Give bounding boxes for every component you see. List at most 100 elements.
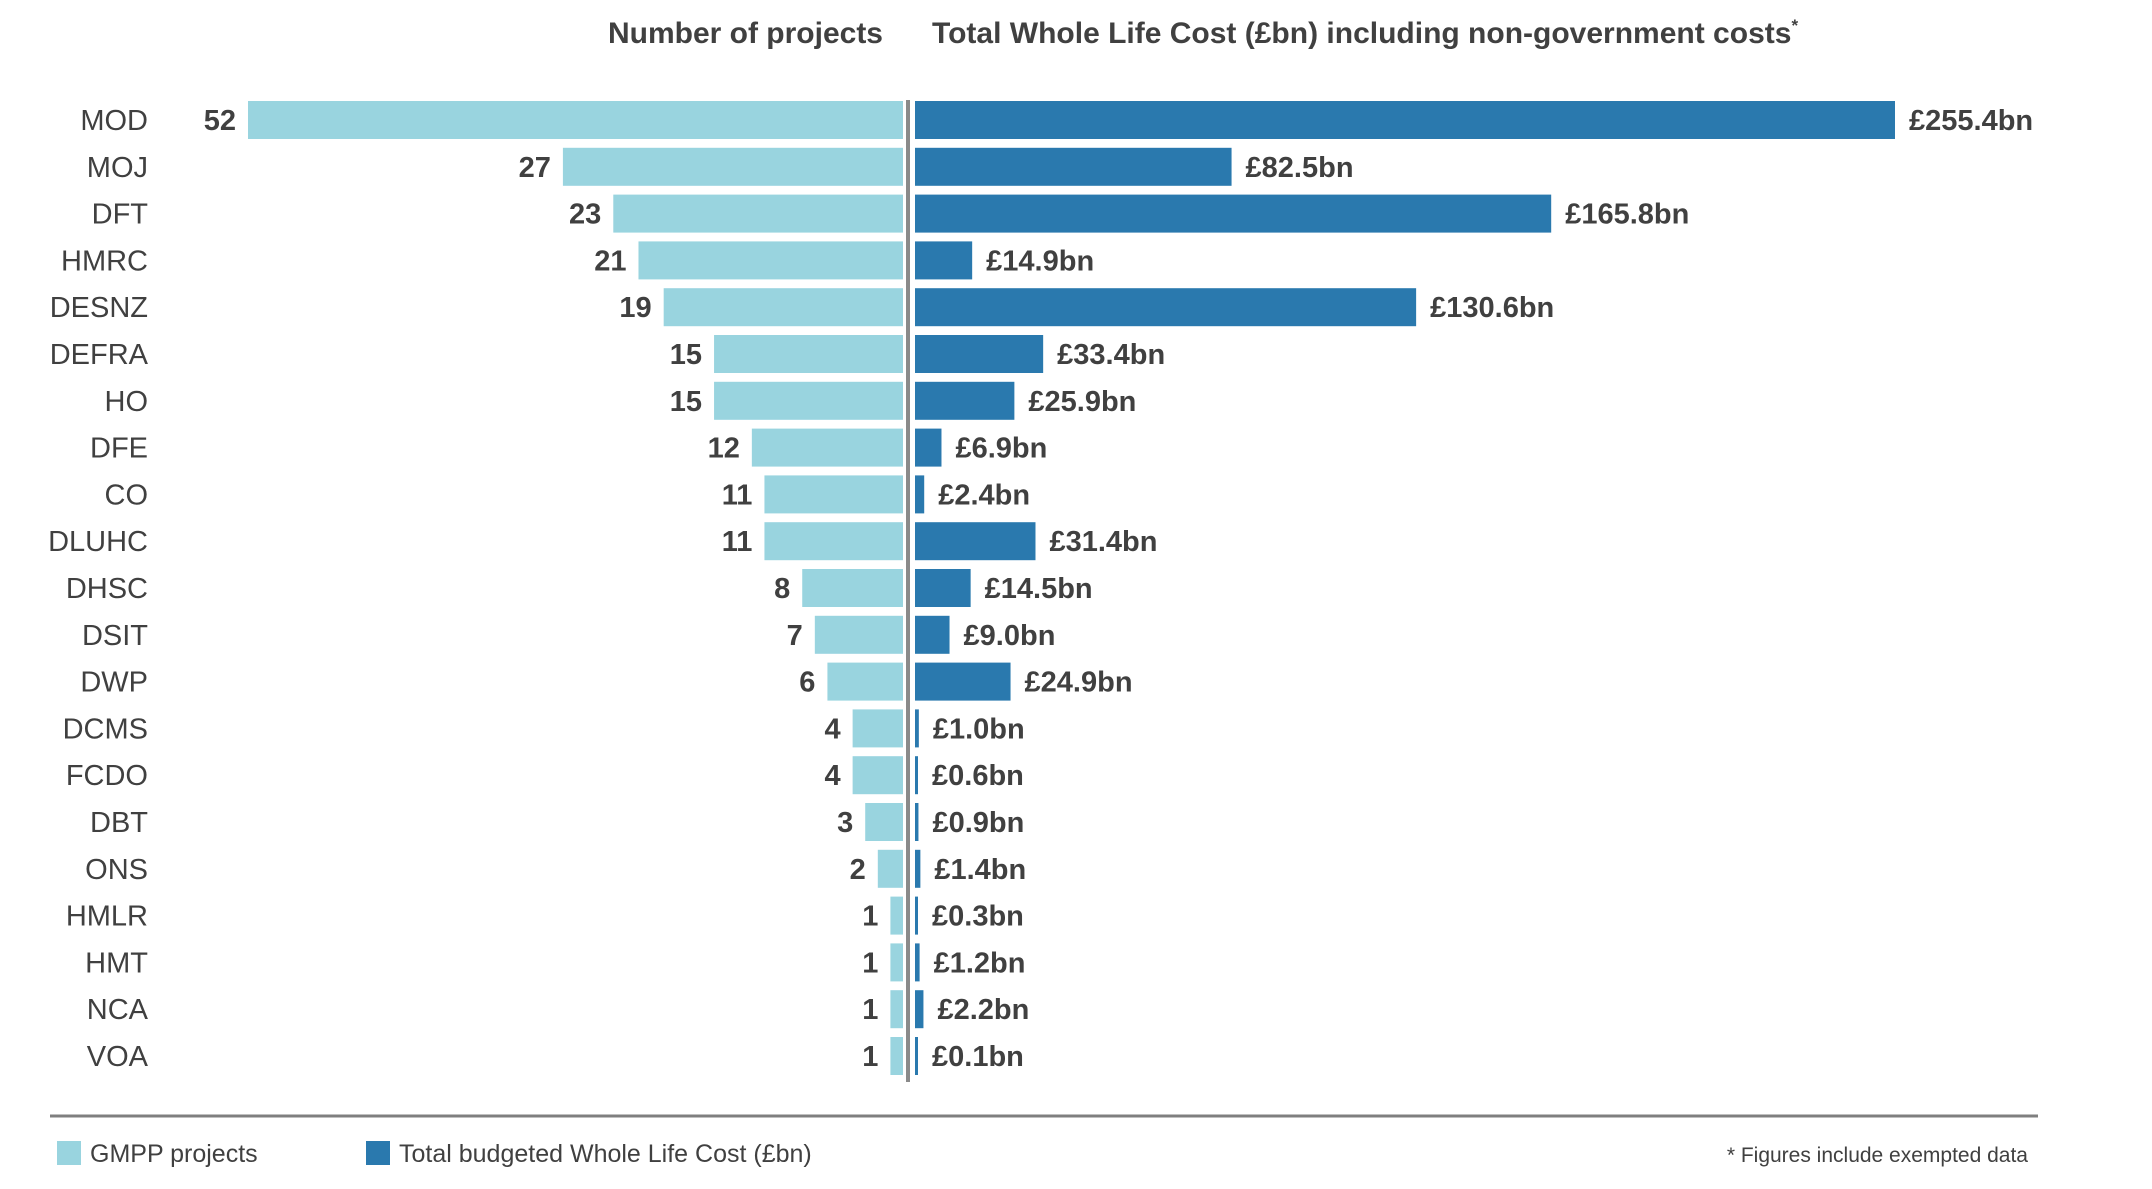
- projects-bar-dcms: [852, 709, 903, 748]
- category-label-co: CO: [105, 479, 149, 511]
- category-label-hmt: HMT: [85, 947, 148, 979]
- projects-label-nca: 1: [862, 994, 878, 1026]
- projects-label-dft: 23: [569, 199, 601, 231]
- category-label-moj: MOJ: [87, 152, 148, 184]
- cost-label-nca: £2.2bn: [937, 994, 1029, 1026]
- cost-bar-dft: [915, 194, 1552, 233]
- projects-bar-dsit: [814, 615, 903, 654]
- projects-bar-hmt: [890, 943, 903, 982]
- right-panel-header-marker: *: [1791, 16, 1798, 35]
- category-label-hmrc: HMRC: [61, 245, 148, 277]
- legend-label-whole-life-cost: Total budgeted Whole Life Cost (£bn): [399, 1140, 812, 1168]
- cost-label-dsit: £9.0bn: [964, 620, 1056, 652]
- projects-label-ho: 15: [670, 386, 702, 418]
- cost-label-hmt: £1.2bn: [934, 947, 1026, 979]
- category-label-fcdo: FCDO: [66, 760, 148, 792]
- projects-bar-moj: [562, 147, 903, 186]
- category-label-mod: MOD: [80, 105, 148, 137]
- cost-label-defra: £33.4bn: [1057, 339, 1165, 371]
- projects-bar-dluhc: [764, 522, 903, 561]
- cost-bar-dsit: [915, 615, 950, 654]
- category-label-dsit: DSIT: [82, 620, 148, 652]
- cost-bar-dfe: [915, 428, 942, 467]
- projects-label-dluhc: 11: [722, 526, 753, 558]
- cost-label-hmlr: £0.3bn: [932, 901, 1024, 933]
- category-label-dhsc: DHSC: [66, 573, 148, 605]
- cost-bar-dcms: [915, 709, 919, 748]
- right-panel-header-text: Total Whole Life Cost (£bn) including no…: [932, 17, 1791, 50]
- cost-label-fcdo: £0.6bn: [932, 760, 1024, 792]
- projects-bar-nca: [890, 990, 903, 1029]
- category-label-desnz: DESNZ: [50, 292, 148, 324]
- projects-bar-voa: [890, 1037, 903, 1075]
- cost-label-voa: £0.1bn: [932, 1041, 1024, 1073]
- cost-label-ho: £25.9bn: [1028, 386, 1136, 418]
- cost-bar-desnz: [915, 288, 1417, 327]
- projects-label-moj: 27: [519, 152, 551, 184]
- projects-bar-mod: [248, 101, 903, 139]
- cost-bar-ons: [915, 849, 921, 888]
- projects-label-voa: 1: [862, 1041, 878, 1073]
- cost-bar-defra: [915, 335, 1044, 373]
- cost-bar-nca: [915, 990, 924, 1029]
- cost-label-co: £2.4bn: [938, 479, 1030, 511]
- projects-bar-dft: [613, 194, 903, 233]
- category-label-dluhc: DLUHC: [48, 526, 148, 558]
- projects-bar-dbt: [865, 803, 903, 841]
- category-label-ho: HO: [105, 386, 149, 418]
- category-label-ons: ONS: [85, 854, 148, 886]
- category-label-dft: DFT: [92, 199, 149, 231]
- cost-label-dft: £165.8bn: [1565, 199, 1689, 231]
- category-label-voa: VOA: [87, 1041, 149, 1073]
- cost-label-desnz: £130.6bn: [1430, 292, 1554, 324]
- cost-bar-ho: [915, 381, 1015, 420]
- projects-bar-dwp: [827, 662, 903, 701]
- cost-bar-dwp: [915, 662, 1011, 701]
- category-label-dfe: DFE: [90, 433, 148, 465]
- projects-label-desnz: 19: [619, 292, 651, 324]
- category-label-dbt: DBT: [90, 807, 148, 839]
- category-label-defra: DEFRA: [50, 339, 149, 371]
- projects-label-dhsc: 8: [774, 573, 790, 605]
- legend-swatch-whole-life-cost: [366, 1141, 390, 1165]
- projects-bar-ho: [714, 381, 903, 420]
- cost-bar-dluhc: [915, 522, 1036, 561]
- projects-label-hmlr: 1: [862, 901, 878, 933]
- projects-label-defra: 15: [670, 339, 702, 371]
- projects-label-hmrc: 21: [594, 245, 626, 277]
- projects-label-dfe: 12: [708, 433, 740, 465]
- cost-label-dhsc: £14.5bn: [985, 573, 1093, 605]
- cost-bar-dbt: [915, 803, 919, 841]
- category-label-dcms: DCMS: [63, 713, 148, 745]
- projects-bar-ons: [877, 849, 903, 888]
- projects-label-dbt: 3: [837, 807, 853, 839]
- cost-bar-voa: [915, 1037, 918, 1075]
- projects-bar-hmrc: [638, 241, 903, 280]
- cost-bar-co: [915, 475, 925, 514]
- cost-label-dcms: £1.0bn: [933, 713, 1025, 745]
- left-panel-header: Number of projects: [608, 17, 883, 50]
- center-axis-line: [906, 100, 910, 1082]
- cost-label-ons: £1.4bn: [934, 854, 1026, 886]
- projects-label-co: 11: [722, 479, 753, 511]
- projects-bar-co: [764, 475, 903, 514]
- cost-label-dluhc: £31.4bn: [1049, 526, 1157, 558]
- projects-label-dsit: 7: [787, 620, 803, 652]
- cost-label-mod: £255.4bn: [1909, 105, 2033, 137]
- cost-bar-mod: [915, 101, 1895, 139]
- right-panel-header: Total Whole Life Cost (£bn) including no…: [932, 16, 1798, 50]
- category-label-nca: NCA: [87, 994, 149, 1026]
- projects-label-dwp: 6: [799, 667, 815, 699]
- cost-bar-dhsc: [915, 569, 971, 607]
- cost-label-hmrc: £14.9bn: [986, 245, 1094, 277]
- projects-label-ons: 2: [850, 854, 866, 886]
- projects-bar-dfe: [751, 428, 903, 467]
- projects-label-mod: 52: [204, 105, 236, 137]
- cost-bar-moj: [915, 147, 1232, 186]
- projects-bar-hmlr: [890, 896, 903, 935]
- projects-label-dcms: 4: [824, 713, 840, 745]
- cost-label-moj: £82.5bn: [1246, 152, 1354, 184]
